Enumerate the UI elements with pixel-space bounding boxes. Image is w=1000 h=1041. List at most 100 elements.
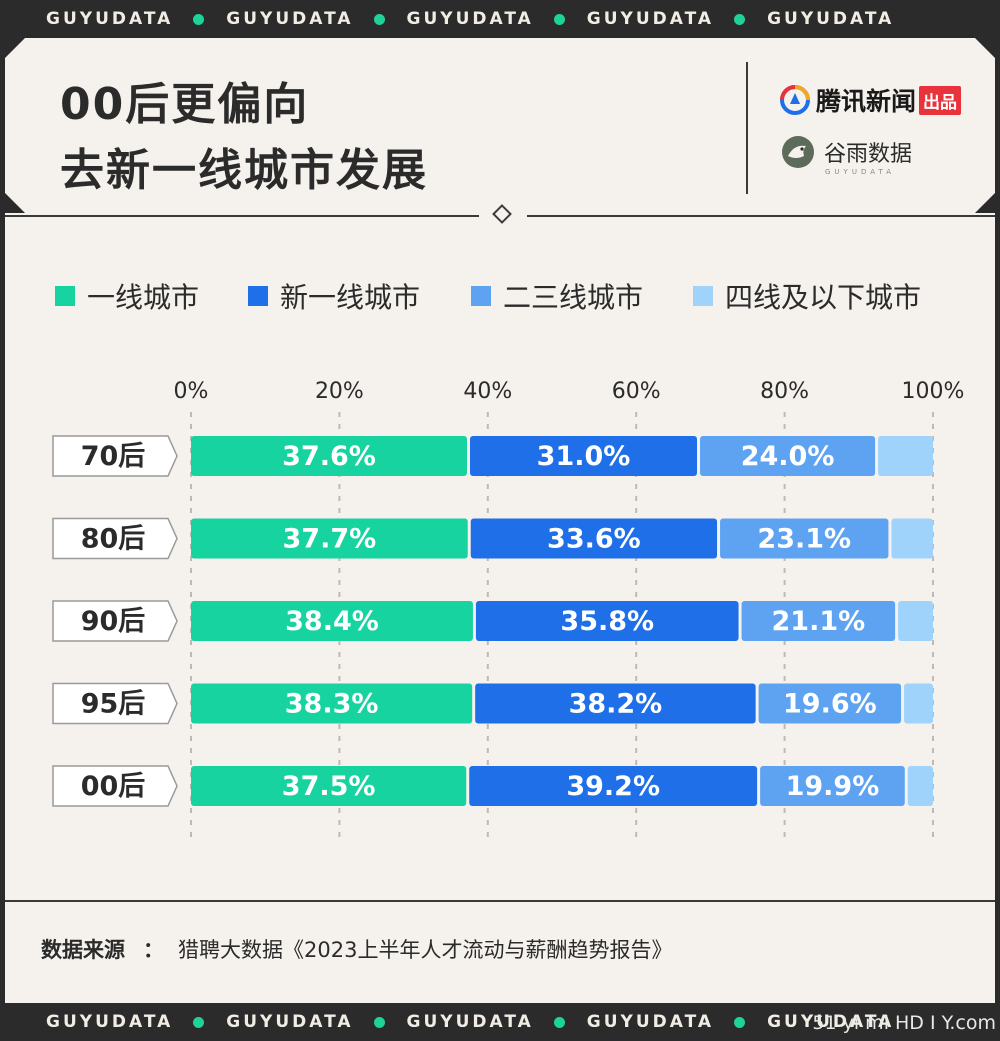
category-tag	[52, 600, 178, 642]
data-label: 19.9%	[786, 771, 880, 802]
corner-bottom-right	[975, 193, 995, 213]
category-label: 95后	[81, 689, 146, 720]
legend-swatch	[248, 286, 268, 306]
bar-segment	[891, 518, 933, 559]
x-tick-label: 20%	[315, 379, 364, 404]
brand-name: 腾讯新闻	[816, 87, 917, 116]
bar-segment	[878, 436, 933, 476]
legend-label: 新一线城市	[280, 281, 421, 314]
bar-segment	[898, 601, 933, 641]
legend-label: 一线城市	[87, 281, 200, 314]
source-text: 猎聘大数据《2023上半年人才流动与薪酬趋势报告》	[178, 938, 673, 962]
top-ticker: GUYUDATA GUYUDATA GUYUDATA GUYUDATA GUYUDATA	[0, 0, 1000, 38]
bar-segment	[469, 766, 758, 806]
source-label: 数据来源	[41, 938, 125, 962]
category-tag	[52, 765, 178, 807]
category-label: 00后	[81, 771, 146, 802]
data-label: 39.2%	[566, 771, 660, 802]
ticker-text: GUYUDATA	[226, 1012, 354, 1032]
bar-segment	[470, 518, 718, 559]
header-divider	[746, 62, 748, 194]
bar-segment	[907, 766, 933, 806]
data-label: 37.6%	[282, 441, 376, 472]
data-label: 31.0%	[537, 441, 631, 472]
bottom-ticker: GUYUDATA GUYUDATA GUYUDATA GUYUDATA GUYUDATA	[0, 1003, 1000, 1041]
x-tick-label: 100%	[902, 379, 965, 404]
ticker-dot-icon	[553, 13, 565, 25]
ticker-dot-icon	[193, 1016, 205, 1028]
watermark: 51 yi mi HD I Y.com	[812, 1012, 996, 1034]
footer-separator	[5, 900, 995, 902]
bar-segment	[758, 683, 902, 724]
x-tick-label: 80%	[760, 379, 809, 404]
corner-top-right	[975, 38, 995, 58]
data-label: 33.6%	[547, 524, 641, 555]
bar-segment	[191, 518, 468, 559]
bar-segment	[191, 766, 467, 806]
bar-segment	[904, 683, 933, 724]
category-label: 70后	[81, 441, 146, 472]
bar-segment	[475, 601, 739, 641]
category-label: 90后	[81, 606, 146, 637]
legend-item-new-tier1: 新一线城市	[248, 276, 420, 316]
bar-segment	[191, 683, 473, 724]
ticker-dot-icon	[373, 1016, 385, 1028]
legend-item-tier2-3: 二三线城市	[471, 276, 643, 316]
ticker-dot-icon	[734, 1016, 746, 1028]
data-label: 37.7%	[283, 524, 377, 555]
separator-right	[527, 215, 995, 217]
chart-legend: 一线城市 新一线城市 二三线城市 四线及以下城市	[5, 276, 995, 314]
guyu-data-brand: 谷雨数据	[780, 134, 912, 170]
legend-swatch	[55, 286, 75, 306]
ticker-text: GUYUDATA	[46, 9, 174, 29]
ticker-dot-icon	[734, 13, 746, 25]
data-label: 21.1%	[772, 606, 866, 637]
category-tag	[52, 682, 178, 725]
ticker-text: GUYUDATA	[46, 1012, 174, 1032]
ticker-text: GUYUDATA	[767, 9, 895, 29]
bar-segment	[191, 436, 467, 476]
ticker-dot-icon	[373, 13, 385, 25]
guyu-brand-name: 谷雨数据	[824, 142, 913, 167]
page-title-line-1: 00后更偏向	[60, 79, 310, 130]
category-tag	[52, 517, 178, 560]
tencent-news-brand: 腾讯新闻 出品	[780, 82, 962, 118]
brand-tag: 出品	[919, 85, 962, 115]
ticker-text: GUYUDATA	[767, 1012, 895, 1032]
infographic-frame: 00后更偏向 去新一线城市发展 腾讯新闻 出品 谷雨数据 GUYUDATA	[5, 38, 995, 1003]
bar-segment	[700, 436, 876, 476]
separator-left	[5, 215, 479, 217]
bar-segment	[469, 436, 698, 476]
category-tag	[52, 435, 178, 477]
data-label: 38.2%	[569, 689, 663, 720]
ticker-text: GUYUDATA	[586, 1012, 715, 1032]
data-label: 38.4%	[285, 606, 379, 637]
tencent-news-logo-icon	[780, 85, 810, 115]
guyu-bird-logo-icon	[782, 136, 814, 168]
data-label: 37.5%	[282, 771, 376, 802]
bar-segment	[475, 683, 756, 724]
ticker-dot-icon	[193, 13, 205, 25]
bar-segment	[720, 518, 889, 559]
ticker-text: GUYUDATA	[406, 9, 534, 29]
data-label: 35.8%	[560, 606, 654, 637]
x-tick-label: 0%	[174, 379, 209, 404]
legend-label: 四线及以下城市	[725, 281, 922, 314]
legend-label: 二三线城市	[503, 281, 644, 314]
category-label: 80后	[81, 524, 146, 555]
ticker-text: GUYUDATA	[406, 1012, 534, 1032]
guyu-brand-subtitle: GUYUDATA	[825, 168, 895, 176]
legend-swatch	[471, 286, 491, 306]
x-tick-label: 40%	[463, 379, 512, 404]
data-label: 38.3%	[285, 689, 379, 720]
data-label: 24.0%	[741, 441, 835, 472]
legend-swatch	[693, 286, 713, 306]
stacked-bar-chart: 0% 20% 40% 60% 80% 100% 70后 37.6% 31.0% 24.0% 80后 3…	[52, 379, 965, 838]
ticker-text: GUYUDATA	[226, 9, 354, 29]
ticker-dot-icon	[553, 1016, 565, 1028]
data-label: 23.1%	[757, 524, 851, 555]
data-label: 19.6%	[783, 689, 877, 720]
data-source: 数据来源 ： 猎聘大数据《2023上半年人才流动与薪酬趋势报告》	[41, 934, 672, 964]
page-title-line-2: 去新一线城市发展	[60, 145, 428, 196]
corner-bottom-left	[5, 193, 25, 213]
